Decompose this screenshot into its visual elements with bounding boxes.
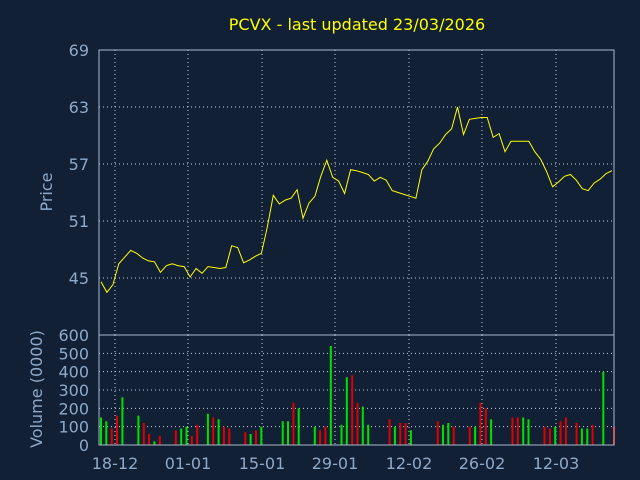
volume-bar	[340, 424, 343, 445]
price-y-tick-label: 63	[69, 98, 89, 117]
x-tick-label: 26-02	[459, 454, 506, 473]
volume-bar	[319, 430, 322, 445]
volume-bar	[490, 419, 493, 445]
volume-bar	[249, 434, 252, 445]
price-y-tick-label: 51	[69, 212, 89, 231]
x-tick-label: 12-03	[533, 454, 580, 473]
volume-bar	[142, 423, 145, 445]
volume-bar	[591, 424, 594, 445]
x-tick-label: 18-12	[92, 454, 139, 473]
volume-bar	[580, 428, 583, 445]
volume-y-tick-label: 300	[58, 381, 89, 400]
volume-bar	[222, 426, 225, 445]
volume-y-tick-label: 0	[79, 436, 89, 455]
volume-bar	[393, 426, 396, 445]
volume-bar	[361, 406, 364, 445]
volume-bar	[137, 415, 140, 445]
volume-bar	[297, 408, 300, 445]
volume-bar	[474, 426, 477, 445]
volume-bar	[100, 417, 102, 445]
volume-bar	[345, 377, 348, 445]
volume-bar	[292, 402, 295, 445]
volume-bar	[436, 421, 439, 445]
volume-bar	[244, 432, 247, 445]
volume-bar	[367, 424, 370, 445]
volume-bar	[516, 417, 519, 445]
volume-bar	[543, 426, 546, 445]
volume-axis-label: Volume (0000)	[27, 330, 46, 448]
volume-bar	[174, 430, 177, 445]
volume-bar	[228, 428, 231, 445]
volume-bar	[564, 417, 567, 445]
price-y-tick-label: 57	[69, 155, 89, 174]
volume-bar	[351, 375, 354, 445]
volume-bar	[287, 421, 289, 445]
volume-bar	[484, 408, 487, 445]
volume-bar	[255, 430, 257, 445]
volume-bar	[121, 397, 124, 445]
volume-bar	[468, 426, 471, 445]
volume-bar	[479, 402, 482, 445]
volume-bar	[527, 419, 530, 445]
volume-bar	[404, 423, 407, 445]
price-y-tick-label: 69	[69, 41, 89, 60]
volume-bar	[559, 421, 562, 445]
volume-plot-frame	[98, 334, 615, 446]
x-tick-labels: 18-12 01-01 15-01 29-01 12-02 26-02 12-03	[92, 454, 580, 473]
volume-bar	[586, 428, 589, 445]
volume-bar	[399, 423, 402, 445]
x-tick-label: 29-01	[312, 454, 359, 473]
volume-bar	[212, 417, 215, 445]
volume-bar	[105, 421, 108, 445]
volume-bar	[452, 426, 455, 445]
price-y-tick-labels: 45 51 57 63 69	[69, 41, 89, 288]
price-axis-label: Price	[37, 172, 56, 211]
volume-bar	[281, 421, 284, 445]
volume-bar	[153, 441, 156, 445]
volume-bar	[602, 371, 605, 445]
volume-bar	[180, 428, 183, 445]
volume-y-tick-label: 500	[58, 344, 89, 363]
volume-bar	[185, 426, 188, 445]
volume-bar	[206, 413, 209, 445]
volume-bar	[554, 426, 557, 445]
volume-bar	[356, 402, 359, 445]
volume-bar	[511, 417, 514, 445]
volume-bar	[217, 419, 220, 445]
x-tick-label: 12-02	[386, 454, 433, 473]
volume-bar	[442, 424, 444, 445]
volume-bar	[447, 423, 450, 445]
volume-bar	[522, 417, 525, 445]
volume-y-tick-label: 100	[58, 418, 89, 437]
volume-bars	[100, 346, 615, 445]
volume-y-tick-label: 200	[58, 399, 89, 418]
volume-y-tick-label: 400	[58, 363, 89, 382]
volume-bar	[148, 434, 151, 445]
chart-title: PCVX - last updated 23/03/2026	[229, 15, 485, 34]
volume-bar	[409, 430, 412, 445]
volume-bar	[260, 426, 263, 445]
volume-bar	[575, 423, 578, 445]
volume-bar	[116, 415, 118, 445]
volume-y-tick-label: 600	[58, 326, 89, 345]
price-y-tick-label: 45	[69, 269, 89, 288]
volume-bar	[313, 426, 316, 445]
volume-bar	[329, 346, 332, 445]
volume-bar	[196, 424, 199, 445]
volume-bar	[110, 428, 113, 445]
price-line	[100, 106, 613, 294]
x-tick-label: 01-01	[165, 454, 212, 473]
x-tick-label: 15-01	[239, 454, 286, 473]
volume-bar	[190, 435, 193, 445]
volume-bar	[324, 426, 327, 445]
volume-bar	[158, 435, 161, 445]
volume-bar	[388, 419, 391, 445]
volume-bar	[548, 428, 551, 445]
